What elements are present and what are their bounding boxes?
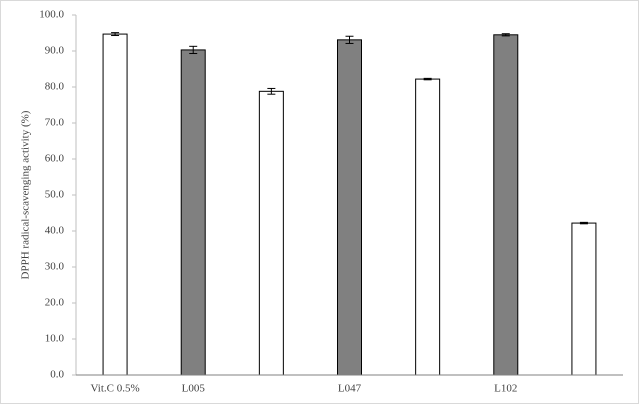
y-tick-label: 80.0: [45, 81, 65, 93]
bar: [258, 90, 284, 376]
x-tick-label: L102: [494, 383, 517, 395]
y-tick-label: 10.0: [45, 333, 65, 345]
y-axis-label: DPPH radical-scavenging activity (%): [20, 110, 32, 279]
bar: [571, 222, 597, 376]
y-tick-label: 0.0: [50, 369, 64, 381]
x-tick-label: Vit.C 0.5%: [90, 383, 139, 395]
y-tick-label: 20.0: [45, 297, 65, 309]
y-tick-label: 50.0: [45, 189, 65, 201]
y-tick-label: 100.0: [39, 9, 64, 21]
bar: [180, 49, 206, 376]
bar: [415, 78, 441, 376]
y-tick-label: 60.0: [45, 153, 65, 165]
y-tick-label: 90.0: [45, 45, 65, 57]
x-tick-label: L005: [182, 383, 206, 395]
bar: [493, 34, 519, 376]
y-tick-label: 70.0: [45, 117, 65, 129]
bar: [102, 33, 128, 376]
y-tick-label: 30.0: [45, 261, 65, 273]
x-tick-label: L047: [338, 383, 362, 395]
bar: [337, 39, 362, 376]
y-tick-label: 40.0: [45, 225, 65, 237]
